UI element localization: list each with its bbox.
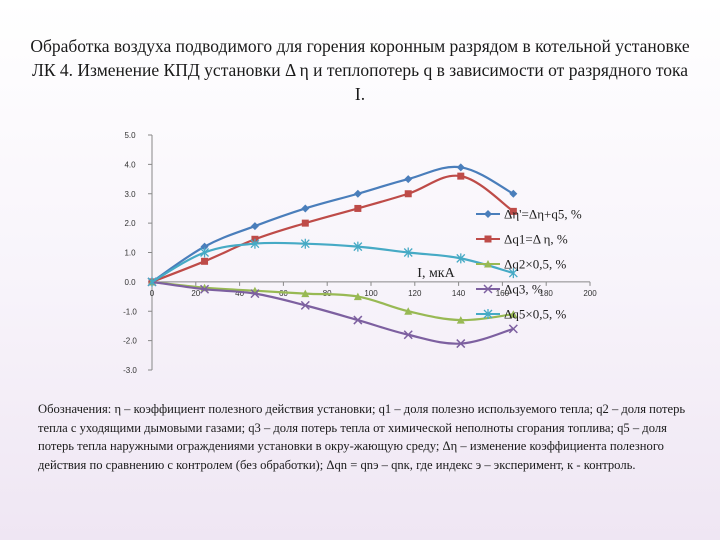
data-point bbox=[250, 238, 260, 249]
series-line bbox=[151, 280, 514, 345]
y-tick-label: 3.0 bbox=[124, 190, 136, 199]
data-point bbox=[300, 238, 310, 249]
data-point bbox=[353, 189, 362, 198]
x-tick-label: 40 bbox=[235, 289, 244, 298]
legend-label: Δq1=Δ η, % bbox=[504, 232, 568, 247]
data-point bbox=[483, 284, 493, 294]
data-point bbox=[403, 330, 413, 340]
data-point bbox=[404, 190, 412, 198]
data-point bbox=[509, 207, 517, 215]
x-tick-label: 180 bbox=[540, 289, 554, 298]
data-point bbox=[404, 307, 413, 315]
x-tick-label: 20 bbox=[191, 289, 200, 298]
data-point bbox=[353, 292, 362, 301]
data-point bbox=[509, 310, 518, 318]
y-tick-label: 4.0 bbox=[124, 160, 136, 169]
data-point bbox=[508, 268, 518, 279]
data-point bbox=[301, 219, 309, 227]
x-tick-label: 120 bbox=[408, 289, 422, 298]
data-point bbox=[484, 260, 492, 268]
caption: Обозначения: η – коэффициент полезного д… bbox=[38, 402, 686, 472]
series-line bbox=[151, 241, 514, 283]
data-point bbox=[483, 309, 493, 319]
data-point bbox=[353, 241, 363, 252]
data-point bbox=[250, 289, 260, 299]
data-point bbox=[353, 315, 363, 325]
legend-label: Δq5×0,5, % bbox=[504, 307, 566, 322]
x-tick-label: 100 bbox=[364, 289, 378, 298]
data-point bbox=[404, 175, 413, 184]
y-tick-label: 2.0 bbox=[124, 219, 136, 228]
data-point bbox=[200, 242, 209, 251]
y-tick-label: -3.0 bbox=[123, 366, 137, 375]
data-point bbox=[200, 284, 210, 294]
series-line bbox=[151, 174, 514, 283]
data-point bbox=[301, 289, 310, 298]
chart-title: Обработка воздуха подводимого для горени… bbox=[30, 36, 690, 104]
data-point bbox=[509, 189, 518, 198]
data-point bbox=[354, 204, 362, 212]
y-tick-label: -1.0 bbox=[123, 307, 137, 316]
legend-label: Δq3, % bbox=[504, 282, 543, 297]
data-point bbox=[456, 339, 466, 349]
data-point bbox=[484, 210, 492, 218]
legend-label: Δη'=Δη+q5, % bbox=[504, 207, 582, 222]
y-tick-label: 1.0 bbox=[124, 249, 136, 258]
series-line bbox=[151, 165, 514, 283]
y-tick-label: 0.0 bbox=[124, 278, 136, 287]
data-point bbox=[484, 235, 492, 243]
data-point bbox=[456, 253, 466, 264]
data-point bbox=[456, 163, 465, 172]
x-tick-label: 160 bbox=[496, 289, 510, 298]
data-point bbox=[200, 247, 210, 258]
series-line bbox=[151, 280, 514, 322]
data-point bbox=[301, 204, 310, 213]
data-point bbox=[508, 324, 518, 334]
legend-label: Δq2×0,5, % bbox=[504, 257, 566, 272]
x-tick-label: 140 bbox=[452, 289, 466, 298]
y-tick-label: -2.0 bbox=[123, 337, 137, 346]
data-point bbox=[147, 276, 157, 287]
data-point bbox=[300, 300, 310, 310]
y-tick-label: 5.0 bbox=[124, 131, 136, 140]
data-point bbox=[457, 172, 465, 180]
data-point bbox=[201, 257, 209, 265]
x-axis-label: I, мкА bbox=[417, 266, 455, 281]
x-tick-label: 200 bbox=[583, 289, 597, 298]
data-point bbox=[403, 247, 413, 258]
data-point bbox=[456, 316, 465, 324]
x-tick-label: 0 bbox=[150, 289, 155, 298]
data-point bbox=[250, 222, 259, 231]
